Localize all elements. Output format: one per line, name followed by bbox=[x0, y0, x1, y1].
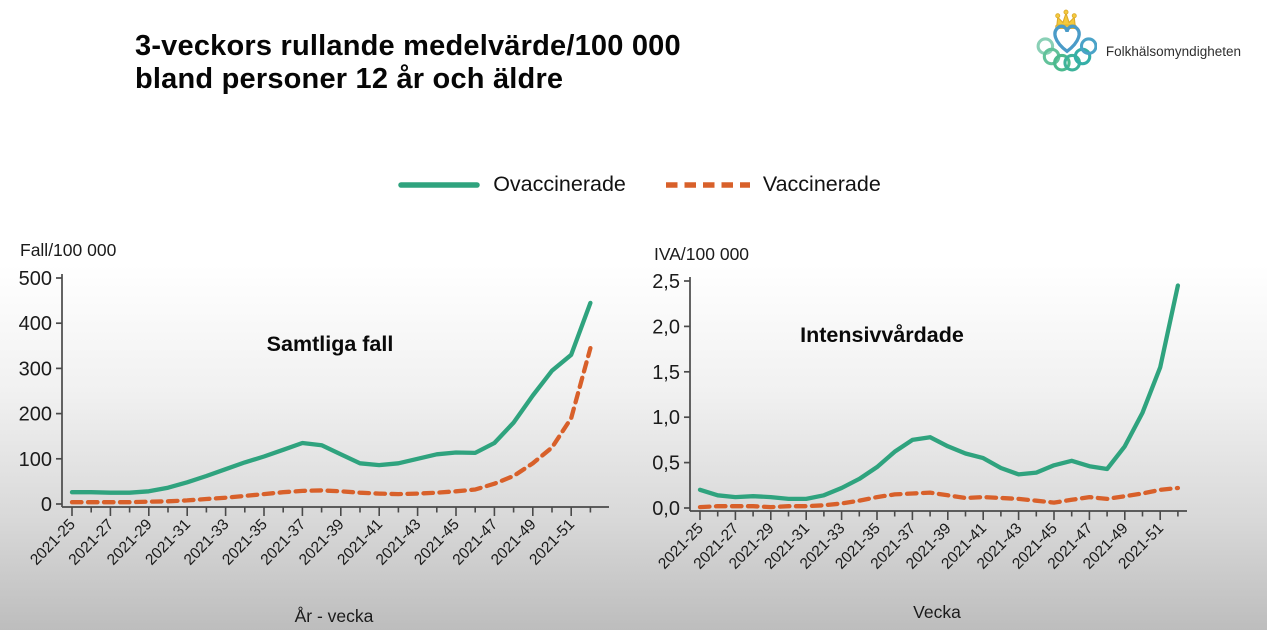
page-title: 3-veckors rullande medelvärde/100 000 bl… bbox=[135, 30, 681, 96]
series-vaccinerade bbox=[69, 345, 593, 505]
legend-item-vaccinerade: Vaccinerade bbox=[664, 172, 881, 197]
y-tick-label: 0 bbox=[41, 494, 52, 516]
y-tick-label: 100 bbox=[19, 449, 52, 471]
legend-solid-line-icon bbox=[398, 181, 480, 188]
y-tick-label: 1,0 bbox=[652, 407, 680, 429]
page-title-line2: bland personer 12 år och äldre bbox=[135, 63, 564, 96]
x-axis-caption: Vecka bbox=[913, 602, 961, 622]
y-axis-unit-label: IVA/100 000 bbox=[654, 244, 749, 264]
y-tick-label: 500 bbox=[19, 268, 52, 290]
y-tick-label: 300 bbox=[19, 358, 52, 380]
y-tick-label: 400 bbox=[19, 313, 52, 335]
chart-legend: Ovaccinerade Vaccinerade bbox=[0, 172, 1267, 197]
chart-intensivvardade: 0,00,51,01,52,02,52021-252021-272021-292… bbox=[652, 244, 1187, 622]
agency-logo-block: Folkhälsomyndigheten bbox=[1035, 8, 1241, 72]
chart-title: Intensivvårdade bbox=[800, 323, 964, 347]
legend-item-ovaccinerade: Ovaccinerade bbox=[398, 172, 626, 197]
x-axis-caption: År - vecka bbox=[295, 606, 374, 626]
agency-logo-text: Folkhälsomyndigheten bbox=[1105, 43, 1241, 59]
legend-label-ovaccinerade: Ovaccinerade bbox=[493, 172, 626, 196]
page-title-line1: 3-veckors rullande medelvärde/100 000 bbox=[135, 30, 681, 62]
legend-dashed-line-icon bbox=[665, 181, 750, 188]
y-tick-label: 0,5 bbox=[652, 453, 680, 475]
chart-samtliga-fall: 01002003004005002021-252021-272021-29202… bbox=[19, 240, 609, 626]
legend-label-vaccinerade: Vaccinerade bbox=[762, 172, 881, 196]
y-tick-label: 2,5 bbox=[652, 271, 680, 293]
folkhalsomyndigheten-logo-icon bbox=[1036, 9, 1097, 72]
y-tick-label: 1,5 bbox=[652, 362, 680, 384]
y-tick-label: 200 bbox=[19, 404, 52, 426]
y-axis-unit-label: Fall/100 000 bbox=[20, 240, 117, 260]
series-ovaccinerade bbox=[697, 283, 1181, 502]
chart-title: Samtliga fall bbox=[267, 332, 394, 356]
series-ovaccinerade bbox=[69, 300, 593, 495]
y-tick-label: 2,0 bbox=[652, 316, 680, 338]
y-tick-label: 0,0 bbox=[652, 498, 680, 520]
series-vaccinerade bbox=[697, 485, 1181, 510]
